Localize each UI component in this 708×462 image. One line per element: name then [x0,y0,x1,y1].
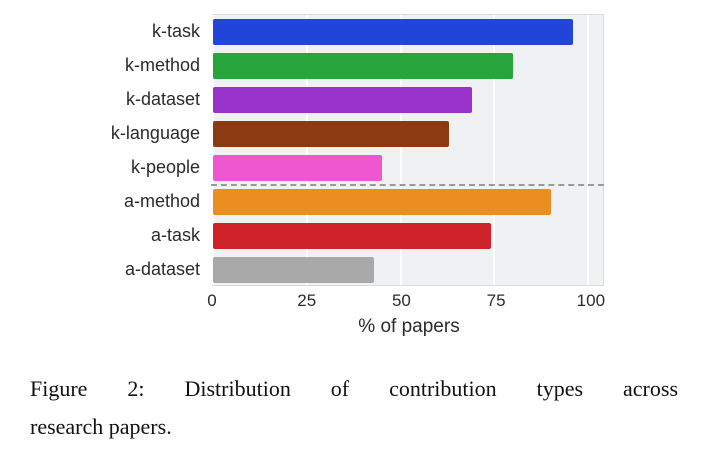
x-axis: 0 25 50 75 100 [72,286,708,314]
category-label-a-method: a-method [123,191,200,211]
bar-row [213,15,603,49]
bar-row [213,151,603,185]
bar-k-language [213,121,450,147]
x-axis-title: % of papers [358,316,460,337]
group-separator-line [211,184,604,186]
bar-k-task [213,19,573,45]
axis-spacer [72,314,212,338]
bar-row [213,83,603,117]
category-label-k-language: k-language [110,123,200,143]
category-label-k-dataset: k-dataset [125,89,200,109]
category-label-a-dataset: a-dataset [124,259,200,279]
bar-k-method [213,53,513,79]
y-axis-labels: k-task k-method k-dataset k-language k-peopl… [72,14,212,286]
bar-row [213,117,603,151]
figure-caption: Figure 2: Distribution of contribution t… [30,374,678,441]
caption-line-2: research papers. [30,413,172,439]
bar-a-dataset [213,257,375,283]
x-tick-label: 0 [207,291,217,310]
bar-k-people [213,155,382,181]
bar-row [213,185,603,219]
x-axis-title-row: % of papers [72,314,708,338]
x-tick-label: 75 [486,291,506,310]
gridline [587,15,589,285]
axis-spacer [72,286,212,314]
bar-a-task [213,223,491,249]
x-tick-label: 50 [391,291,411,310]
category-label-k-task: k-task [151,21,200,41]
gridline [493,15,496,285]
bar-row [213,219,603,253]
x-tick-label: 100 [576,291,606,310]
bar-a-method [213,189,551,215]
x-tick-label: 25 [297,291,317,310]
bar-row [213,253,603,287]
bar-chart: k-task k-method k-dataset k-language k-peopl… [0,14,708,338]
bar-k-dataset [213,87,472,113]
category-label-k-method: k-method [124,55,200,75]
gridline [399,15,402,285]
bar-row [213,49,603,83]
category-label-k-people: k-people [130,157,200,177]
x-tick-labels: 0 25 50 75 100 [207,286,606,314]
gridline [305,15,308,285]
gridline [212,15,214,285]
category-label-a-task: a-task [150,225,200,245]
caption-line-1: Figure 2: Distribution of contribution t… [30,376,678,401]
plot-area [211,14,604,287]
